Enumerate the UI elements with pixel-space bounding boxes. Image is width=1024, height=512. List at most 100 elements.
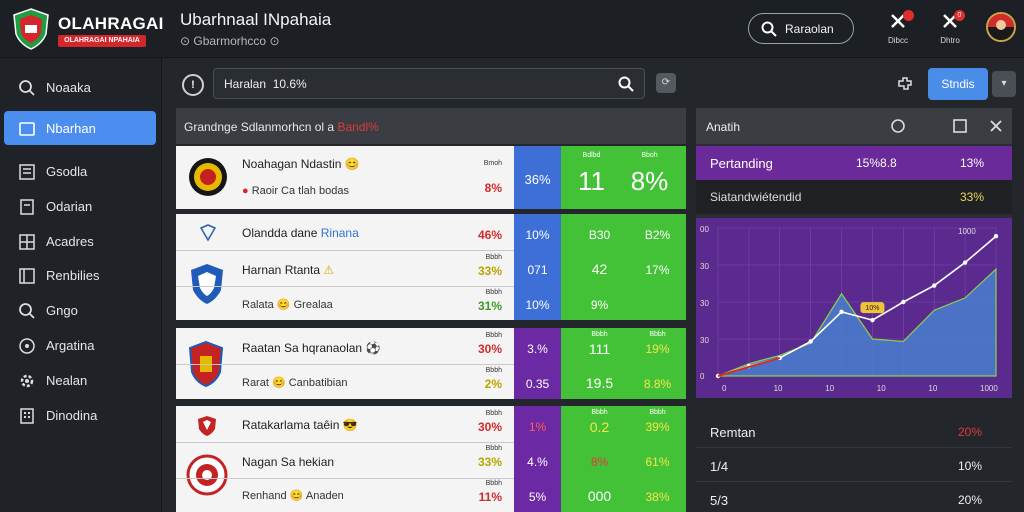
refresh-icon[interactable] [890,118,906,134]
sidebar-item-2[interactable]: Gsodla [4,154,156,188]
alerts-label: Dibcc [887,36,908,45]
search-icon [19,80,35,96]
stat-cell-blue: 36% [514,146,561,209]
summary-table: Remtan 20% 1/4 10% 5/3 20% [696,410,1012,512]
table-row[interactable]: 5/3 20% [696,482,1012,512]
row-value: 10% [958,459,983,473]
alerts-button[interactable]: Dibcc [878,10,918,50]
sidebar-item-9[interactable]: Dinodina [4,398,156,432]
search-icon [19,303,35,319]
sidebar-item-6[interactable]: Gngo [4,293,156,327]
stat-cell-purple: 1% 4.% 5% [514,406,561,512]
chart-point [901,299,906,305]
row-pct: 33% [960,190,985,204]
alert-dot [903,10,914,21]
pct-label: Bbbh [485,367,502,374]
match-card[interactable]: Olandda dane Rinana Harnan Rtanta ⚠ Rala… [176,214,686,320]
pct-label: Bbbh [485,445,502,452]
logo-title: OLAHRAGAI [58,14,164,33]
sidebar-item-0[interactable]: Noaaka [4,70,156,104]
chart-x-tick-label: 10 [774,384,783,393]
info-icon[interactable]: ⊙ [269,34,280,48]
sidebar-item-7[interactable]: Argatina [4,328,156,362]
search-input[interactable] [224,75,604,93]
chart-trend-segment [717,356,781,377]
sidebar-item-label: Argatina [46,338,95,353]
primary-action-button[interactable]: Stndis [928,68,988,100]
sidebar-item-label: Gsodla [46,164,88,179]
document-icon [20,199,34,215]
team-pct: 30% [477,342,502,356]
avatar-image [988,14,1014,40]
sidebar-item-4[interactable]: Acadres [4,224,156,258]
analytics-row-primary[interactable]: Pertanding 15%8.8 13% [696,146,1012,180]
table-row[interactable]: 1/4 10% [696,448,1012,482]
sidebar-item-label: Dinodina [46,408,98,423]
team-pct: 46% [477,228,502,242]
team-pct: 33% [477,455,502,469]
analytics-title: Anatih [706,120,741,134]
pct-label: Bbbh [485,480,502,487]
sidebar-item-8[interactable]: Nealan [4,363,156,397]
standings-title-highlight: Bandl% [337,120,379,134]
chart-point [808,339,813,344]
shield-icon [199,224,217,242]
dropdown-toggle-button[interactable]: ▾ [992,71,1016,97]
match-card[interactable]: Ratakarlama taêin 😎 Nagan Sa hekian Renh… [176,406,686,512]
user-avatar[interactable] [986,12,1016,42]
header-search-button[interactable]: Raraolan [748,13,854,44]
stat-cell-green: B30 B2% 42 17% 9% [561,214,686,320]
sidebar-item-1[interactable]: Nbarhan [4,111,156,145]
sidebar-item-5[interactable]: Renbilies [4,258,156,292]
top-bar: OLAHRAGAI OLAHRAGAI NPAHAIA Ubarhnaal IN… [0,0,1024,58]
analytics-row-secondary[interactable]: Siatandwiétendid 33% [696,180,1012,214]
chart-point [839,309,844,315]
team-pct: 31% [477,299,502,313]
notifications-button[interactable]: 0 Dhtro [930,10,970,50]
notification-count-badge: 0 [954,10,965,21]
puzzle-icon[interactable] [896,75,914,93]
pct-label: Bbbh [485,332,502,339]
standings-title: Grandnge Sdlanmorhcn ol a Bandl% [184,120,379,134]
sidebar-item-label: Acadres [46,234,94,249]
compass-icon [19,338,35,354]
subtitle-text: Gbarmorhcco [193,34,267,48]
team-subtitle: Ralata 😊 Grealaa [242,299,333,311]
page-subtitle: ⊙ Gbarmorhcco ⊙ [180,34,280,48]
close-icon[interactable] [988,118,1004,134]
sidebar-item-label: Gngo [46,303,78,318]
team-subtitle: Renhand 😊 Anaden [242,490,344,502]
stat-cell-blue: 10% 071 10% [514,214,561,320]
logo-subtitle: OLAHRAGAI NPAHAIA [58,35,146,47]
analytics-panel: Anatih Pertanding 15%8.8 13% Siatandwiét… [696,108,1012,398]
info-button[interactable]: ! [182,74,204,96]
app-logo[interactable]: OLAHRAGAI OLAHRAGAI NPAHAIA [6,6,163,54]
shield-icon [198,416,216,436]
search-icon [761,21,777,37]
grid-icon [19,234,35,250]
table-icon [19,268,35,284]
chart-x-tick-label: 10 [928,384,937,393]
row-pct: 13% [960,156,985,170]
team-name: Nagan Sa hekian [242,455,335,469]
main-search-field[interactable] [213,68,645,99]
sidebar-item-label: Noaaka [46,80,91,95]
row-value: 20% [958,493,983,507]
expand-icon[interactable] [952,118,968,134]
sidebar-item-3[interactable]: Odarian [4,189,156,223]
gear-icon [20,374,34,388]
team-crest-icon [189,158,227,196]
match-card[interactable]: Raatan Sa hqranaolan ⚽ Rarat 😊 Canbatibi… [176,328,686,399]
match-card[interactable]: Noahagan Ndastin 😊 ● Raoir Ca tlah bodas… [176,146,686,209]
page-title: Ubarhnaal INpahaia [180,10,332,29]
building-icon [20,408,34,424]
team-pct: 11% [478,490,502,504]
analytics-header: Anatih [696,108,1012,144]
row-label: 5/3 [710,493,729,508]
chart-x-tick-label: 10 [825,384,834,393]
chart-point [993,234,999,239]
team-name: Noahagan Ndastin 😊 [242,157,360,171]
filter-button[interactable]: ⟳ [656,73,676,93]
table-row[interactable]: Remtan 20% [696,414,1012,448]
